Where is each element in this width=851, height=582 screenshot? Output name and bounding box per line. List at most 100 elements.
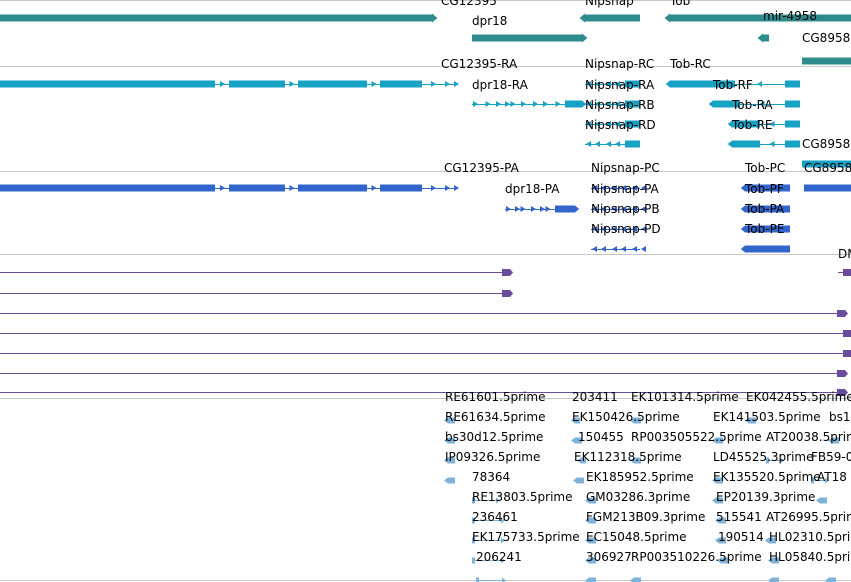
feature-label[interactable]: RE13803.5prime: [472, 490, 573, 504]
515541-glyph[interactable]: [715, 537, 726, 544]
nipsnap-ra-glyph[interactable]: [585, 100, 640, 108]
78364-glyph[interactable]: [472, 497, 500, 504]
ek112318-5prime-glyph[interactable]: [573, 477, 584, 484]
feature-label[interactable]: EK135520.5prime: [713, 470, 821, 484]
feature-label[interactable]: RE61601.5prime: [445, 390, 546, 404]
feature-label[interactable]: EK101314.5prime: [631, 390, 739, 404]
feature-label[interactable]: 150455: [578, 430, 624, 444]
dpr18-ra-glyph[interactable]: [472, 100, 587, 108]
feature-label[interactable]: mir-4958: [763, 9, 818, 23]
feature-label[interactable]: CG12395-RA: [441, 57, 518, 71]
nipsnap-glyph[interactable]: [579, 13, 640, 23]
tob-pf-glyph[interactable]: [740, 205, 790, 213]
feature-glyph[interactable]: [0, 370, 848, 377]
ek042455-5prime-glyph[interactable]: [745, 417, 756, 424]
feature-label[interactable]: Tob-RA: [732, 98, 773, 112]
tob-pc-glyph[interactable]: [740, 184, 790, 192]
feature-label[interactable]: Tob-RF: [713, 78, 753, 92]
re13803-5prime-glyph[interactable]: [472, 517, 505, 524]
feature-label[interactable]: HL02310.5prime: [769, 530, 851, 544]
cg8958-glyph[interactable]: [802, 57, 851, 66]
feature-label[interactable]: 306927: [586, 550, 632, 564]
nipsnap-pd-glyph[interactable]: [591, 246, 646, 252]
ek150426-5prime-glyph[interactable]: [571, 437, 582, 444]
ep20139-3prime-glyph[interactable]: [715, 517, 726, 524]
tob-ra-glyph[interactable]: [727, 120, 800, 128]
nipsnap-pb-glyph[interactable]: [591, 226, 646, 232]
feature-label[interactable]: Tob-PA: [745, 202, 785, 216]
feature-label[interactable]: 206241: [476, 550, 522, 564]
236461-glyph[interactable]: [472, 537, 505, 544]
feature-label[interactable]: FGM213B09.3prime: [586, 510, 706, 524]
ek175733-5prime-glyph[interactable]: [472, 557, 505, 564]
feature-label[interactable]: Tob-RC: [670, 57, 711, 71]
nipsnap-pa-glyph[interactable]: [591, 206, 646, 212]
feature-label[interactable]: HL05840.5prime: [769, 550, 851, 564]
feature-glyph[interactable]: [0, 310, 848, 317]
feature-label[interactable]: Nipsnap-PA: [591, 182, 659, 196]
cg8958-glyph[interactable]: [802, 160, 851, 168]
203411-glyph[interactable]: [571, 417, 580, 424]
feature-label[interactable]: dpr18: [472, 14, 508, 28]
ek141503-5prime-glyph[interactable]: [712, 437, 723, 444]
feature-label[interactable]: bs1: [829, 410, 851, 424]
tob-pa-glyph[interactable]: [740, 225, 790, 233]
cg8958-glyph[interactable]: [804, 184, 851, 192]
feature-label[interactable]: Tob: [670, 0, 691, 8]
gm03286-3prime-glyph[interactable]: [585, 517, 596, 524]
feature-label[interactable]: bs30d12.5prime: [445, 430, 544, 444]
nipsnap-pc-glyph[interactable]: [591, 185, 646, 191]
feature-glyph[interactable]: [825, 577, 836, 582]
feature-label[interactable]: Tob-PE: [745, 222, 785, 236]
dpr18-pa-glyph[interactable]: [505, 205, 580, 213]
feature-label[interactable]: EK175733.5prime: [472, 530, 580, 544]
feature-label[interactable]: Nipsnap-PB: [591, 202, 660, 216]
ec15048-5prime-glyph[interactable]: [585, 557, 596, 564]
feature-label[interactable]: Tob-RE: [732, 118, 773, 132]
150455-glyph[interactable]: [577, 457, 586, 464]
dpr18-glyph[interactable]: [472, 33, 588, 43]
feature-label[interactable]: 236461: [472, 510, 518, 524]
206241-glyph[interactable]: [476, 577, 506, 582]
nipsnap-rd-glyph[interactable]: [585, 140, 640, 148]
306927-glyph[interactable]: [585, 577, 596, 582]
feature-label[interactable]: FB59-0: [811, 450, 851, 464]
feature-label[interactable]: GM03286.3prime: [586, 490, 691, 504]
cg12395-glyph[interactable]: [0, 13, 438, 23]
feature-label[interactable]: CG8958: [802, 31, 851, 45]
feature-label[interactable]: dpr18-PA: [505, 182, 560, 196]
feature-label[interactable]: 515541: [716, 510, 762, 524]
feature-label[interactable]: LD45525.3prime: [713, 450, 814, 464]
feature-label[interactable]: Nipsnap-RC: [585, 57, 655, 71]
rp003505522-5prime-glyph[interactable]: [630, 457, 641, 464]
feature-label[interactable]: Nipsnap: [585, 0, 634, 8]
ld45525-3prime-glyph[interactable]: [712, 477, 723, 484]
190514-glyph[interactable]: [717, 557, 728, 564]
feature-label[interactable]: Nipsnap-RA: [585, 78, 655, 92]
tob-rf-glyph[interactable]: [708, 100, 800, 108]
feature-label[interactable]: EK112318.5prime: [574, 450, 682, 464]
feature-label[interactable]: EK141503.5prime: [713, 410, 821, 424]
fb59-0-glyph[interactable]: [811, 477, 829, 484]
feature-label[interactable]: CG12395-PA: [444, 161, 519, 175]
feature-label[interactable]: AT18: [817, 470, 847, 484]
feature-glyph[interactable]: [0, 350, 851, 357]
at26995-5prime-glyph[interactable]: [765, 537, 776, 544]
fgm213b09-3prime-glyph[interactable]: [585, 537, 596, 544]
feature-glyph[interactable]: [0, 389, 848, 396]
feature-glyph[interactable]: [0, 290, 513, 297]
re61601-5prime-glyph[interactable]: [444, 417, 455, 424]
tob-pe-glyph[interactable]: [740, 245, 790, 253]
feature-label[interactable]: Nipsnap-RB: [585, 98, 655, 112]
feature-label[interactable]: DM: [838, 247, 851, 261]
feature-glyph[interactable]: [0, 269, 513, 276]
tob-rc-glyph[interactable]: [665, 80, 800, 88]
feature-label[interactable]: EK042455.5prime: [746, 390, 851, 404]
feature-label[interactable]: EK150426.5prime: [572, 410, 680, 424]
feature-label[interactable]: Tob-PF: [745, 182, 784, 196]
feature-label[interactable]: 190514: [718, 530, 764, 544]
ek101314-5prime-glyph[interactable]: [630, 417, 641, 424]
feature-glyph[interactable]: [0, 330, 851, 337]
feature-label[interactable]: CG12395: [441, 0, 497, 8]
feature-label[interactable]: AT20038.5prime: [766, 430, 851, 444]
